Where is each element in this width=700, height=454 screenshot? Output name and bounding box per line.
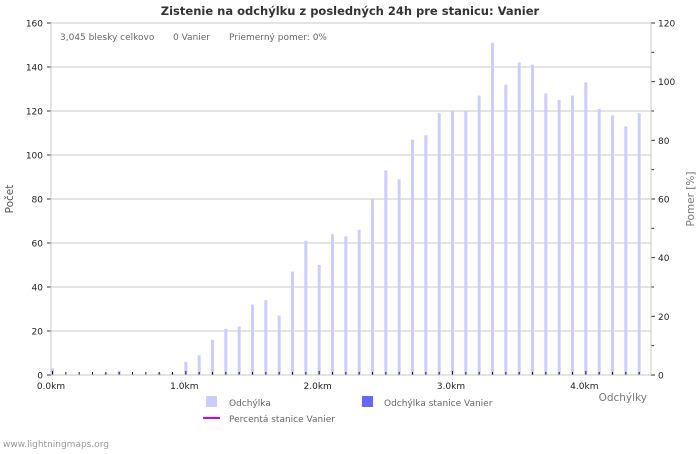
x-tick-label: 4.0km [570, 382, 598, 392]
legend-swatch-odchylka [206, 396, 217, 407]
bar-odchylka [251, 304, 254, 375]
y-tick-label: 120 [26, 108, 43, 118]
bar-odchylka [517, 62, 521, 375]
bar-odchylka [397, 179, 401, 375]
bar-odchylka [357, 229, 361, 375]
bar-odchylka [211, 339, 214, 375]
bar-odchylka [451, 111, 454, 375]
x-tick-label: 3.0km [437, 382, 465, 392]
bar-odchylka [331, 234, 334, 375]
chart-title: Zistenie na odchýlku z posledných 24h pr… [161, 4, 540, 18]
bar-odchylka [264, 300, 268, 375]
bar-odchylka [197, 355, 201, 375]
bar-odchylka [637, 113, 641, 375]
bar-odchylka [557, 100, 561, 375]
y2-tick-label: 0 [658, 372, 664, 382]
x-tick-label: 1.0km [170, 382, 198, 392]
bar-odchylka [317, 265, 321, 375]
y-tick-label: 40 [32, 284, 44, 294]
bar-odchylka [464, 111, 468, 375]
bar-odchylka [184, 361, 188, 375]
y2-tick-label: 120 [658, 20, 675, 30]
bar-odchylka [597, 108, 601, 376]
info-ratio: Priemerný pomer: 0% [229, 33, 327, 43]
bar-odchylka [491, 42, 494, 376]
bar-odchylka [224, 328, 228, 375]
info-total: 3,045 blesky celkovo [60, 33, 155, 43]
bar-odchylka [504, 84, 508, 375]
bar-odchylka [277, 315, 281, 375]
legend-swatch-station [362, 396, 373, 407]
y-tick-label: 100 [26, 152, 43, 162]
y2-tick-label: 100 [658, 78, 675, 88]
y-tick-label: 60 [32, 240, 44, 250]
y-tick-label: 160 [26, 20, 43, 30]
y-tick-label: 0 [37, 372, 43, 382]
bar-odchylka [584, 82, 588, 376]
bar-odchylka [291, 271, 294, 375]
bar-odchylka [384, 170, 388, 375]
bar-odchylka [371, 199, 374, 375]
bar-odchylka [424, 135, 428, 375]
x-tick-label: 2.0km [304, 382, 332, 392]
footer-link[interactable]: www.lightningmaps.org [3, 440, 109, 450]
bar-odchylka [411, 139, 414, 375]
legend-label-station: Odchýlka stanice Vanier [384, 399, 493, 409]
x-axis-label: Odchýlky [599, 392, 647, 404]
y2-tick-label: 80 [658, 137, 670, 147]
y-tick-label: 20 [32, 328, 44, 338]
bar-odchylka [531, 64, 534, 376]
legend-label-odchylka: Odchýlka [229, 399, 271, 409]
x-tick-label: 0.0km [37, 382, 65, 392]
bar-odchylka [544, 93, 548, 376]
legend-label-percent: Percentá stanice Vanier [229, 415, 335, 425]
bar-odchylka [624, 126, 628, 376]
y-tick-label: 140 [26, 64, 43, 74]
bar-odchylka [571, 95, 574, 375]
y2-tick-label: 40 [658, 254, 670, 264]
info-station: 0 Vanier [173, 33, 210, 43]
y-axis-label: Počet [4, 185, 16, 214]
bar-odchylka [437, 113, 441, 375]
y2-tick-label: 20 [658, 313, 670, 323]
bar-odchylka [237, 326, 241, 375]
y2-tick-label: 60 [658, 196, 670, 206]
bar-odchylka [477, 95, 481, 375]
y-tick-label: 80 [32, 196, 44, 206]
bar-odchylka [304, 240, 308, 375]
bar-odchylka [344, 236, 348, 375]
bar-odchylka [611, 115, 614, 376]
y2-axis-label: Pomer [%] [685, 172, 697, 227]
